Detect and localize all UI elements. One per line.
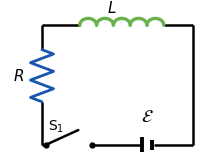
- Text: $L$: $L$: [106, 0, 116, 16]
- Text: S$_1$: S$_1$: [48, 118, 64, 135]
- Text: $\mathcal{E}$: $\mathcal{E}$: [141, 108, 153, 126]
- Text: $R$: $R$: [13, 68, 25, 84]
